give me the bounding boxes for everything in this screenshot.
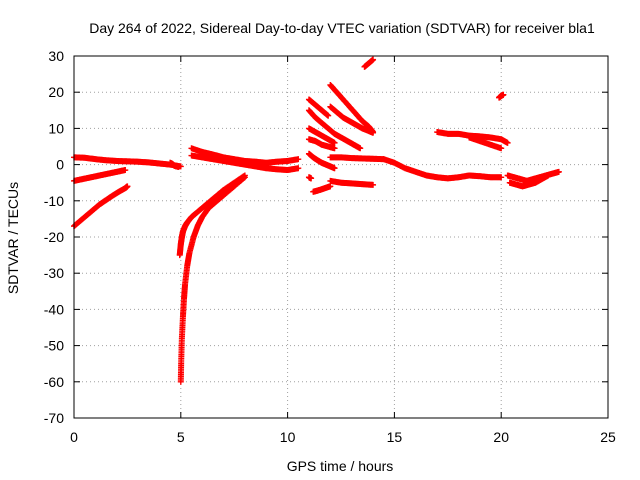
data-point — [331, 165, 338, 172]
series-upper-arc-e — [327, 81, 377, 136]
mark-layer — [71, 56, 562, 385]
y-tick-label: -30 — [44, 265, 64, 281]
series-main-band-left — [71, 154, 184, 170]
data-point — [498, 174, 505, 181]
x-tick-label: 10 — [280, 429, 296, 445]
grid-layer — [74, 56, 608, 418]
data-point — [357, 145, 364, 152]
data-point — [295, 165, 302, 172]
tick-layer: 0 5 10 15 20 25 30 20 10 0 -10 -20 -30 -40 -50 -60 -70 — [44, 48, 616, 445]
series-steep-arc-inner — [176, 172, 248, 259]
series-cluster-right-lower — [506, 172, 552, 190]
data-point — [370, 56, 377, 63]
series-rising-11.2 — [310, 183, 334, 195]
data-point — [370, 181, 377, 188]
series-descending-right — [466, 134, 505, 152]
series-left-rising — [71, 183, 131, 230]
x-tick-label: 20 — [493, 429, 509, 445]
y-tick-label: 20 — [48, 84, 64, 100]
series-upper-arc-a — [305, 107, 364, 152]
data-point — [331, 145, 338, 152]
y-tick-label: -60 — [44, 374, 64, 390]
y-tick-label: -10 — [44, 193, 64, 209]
data-point — [124, 183, 131, 190]
data-point — [555, 168, 562, 175]
series-flat-12-lower — [327, 177, 377, 188]
series-left-descending — [71, 167, 129, 184]
x-tick-label: 0 — [70, 429, 78, 445]
series-short-13.8 — [361, 56, 377, 70]
series-flat-12 — [327, 154, 387, 163]
y-tick-label: -40 — [44, 301, 64, 317]
x-axis-label: GPS time / hours — [287, 458, 394, 474]
x-tick-label: 15 — [387, 429, 403, 445]
plot-frame — [73, 55, 609, 419]
y-tick-label: -20 — [44, 229, 64, 245]
series-steep-11.3 — [305, 150, 338, 172]
chart-title: Day 264 of 2022, Sidereal Day-to-day VTE… — [89, 20, 595, 36]
series-point-11 — [305, 174, 315, 182]
y-tick-label: -70 — [44, 410, 64, 426]
series-upper-arc-f — [327, 103, 377, 136]
series-main-band-right — [380, 156, 505, 182]
y-tick-label: 0 — [56, 157, 64, 173]
series-steep-arc-outer — [177, 174, 248, 385]
y-tick-label: 10 — [48, 120, 64, 136]
series-middle-descending — [188, 152, 302, 174]
series-upper-arc-d — [305, 96, 332, 119]
data-point — [370, 129, 377, 136]
y-tick-label: 30 — [48, 48, 64, 64]
data-point — [331, 139, 338, 146]
data-point — [500, 91, 507, 98]
data-point — [122, 167, 129, 174]
series-upper-arc-c — [305, 136, 338, 152]
y-axis-label: SDTVAR / TECUs — [5, 182, 21, 294]
y-tick-label: -50 — [44, 338, 64, 354]
x-tick-label: 25 — [600, 429, 616, 445]
series-upper-arc-b — [305, 125, 338, 146]
data-point — [175, 163, 182, 170]
x-tick-label: 5 — [177, 429, 185, 445]
data-point — [295, 156, 302, 163]
data-point — [498, 145, 505, 152]
data-point — [545, 172, 552, 179]
data-point — [504, 139, 511, 146]
data-point — [327, 183, 334, 190]
data-point — [325, 112, 332, 119]
data-point — [308, 175, 315, 182]
series-small-cluster-4.6 — [167, 159, 182, 170]
series-short-20 — [496, 91, 507, 101]
data-point — [241, 172, 248, 179]
